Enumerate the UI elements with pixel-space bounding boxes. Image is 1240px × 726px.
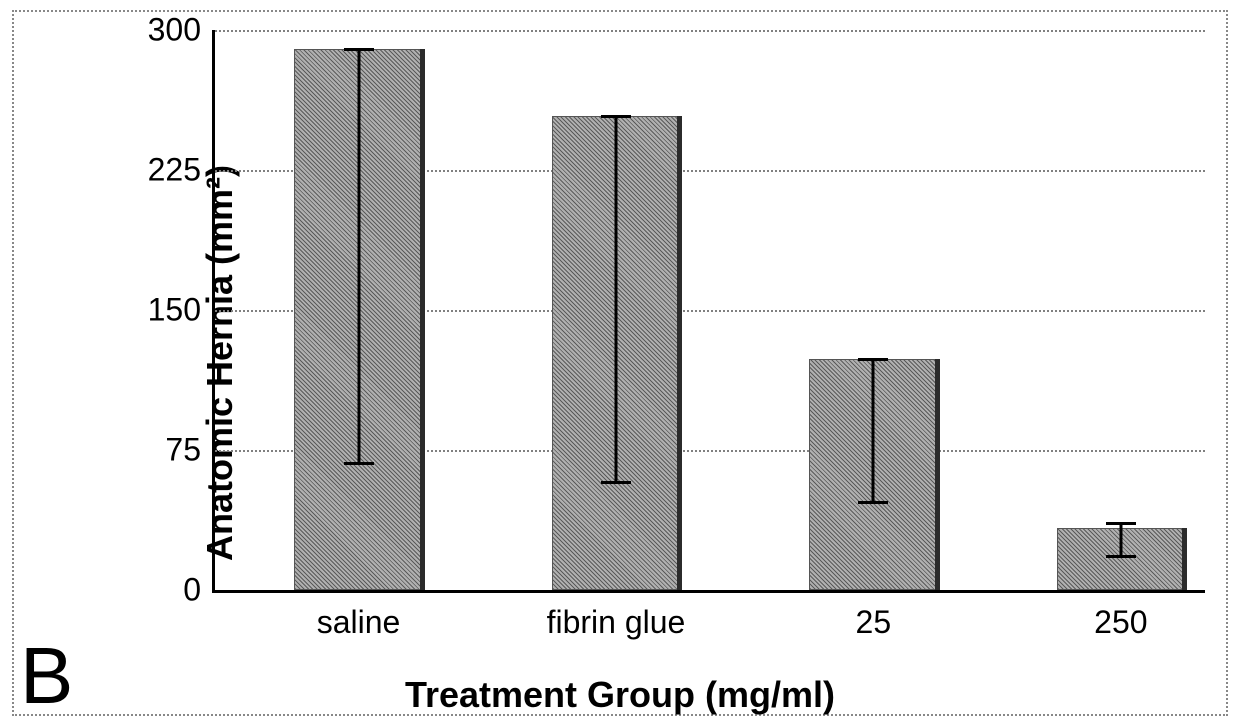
bar-250 <box>1057 30 1186 590</box>
y-tick-label: 225 <box>148 152 201 189</box>
error-bar <box>357 49 360 463</box>
error-cap-top <box>344 48 374 51</box>
error-cap-bottom <box>1106 555 1136 558</box>
figure-frame: B Anatomic Hernia (mm²) Treatment Group … <box>12 10 1228 716</box>
y-tick-label: 0 <box>183 572 201 609</box>
error-bar <box>614 116 617 482</box>
error-bar <box>1119 523 1122 557</box>
error-cap-bottom <box>601 481 631 484</box>
bar-right-edge <box>935 359 940 590</box>
error-cap-top <box>601 115 631 118</box>
bar-right-edge <box>677 116 682 590</box>
bar-fibrin-glue <box>552 30 681 590</box>
y-tick-label: 75 <box>165 432 201 469</box>
error-cap-top <box>1106 522 1136 525</box>
error-cap-top <box>858 358 888 361</box>
error-cap-bottom <box>858 501 888 504</box>
bar-25 <box>809 30 938 590</box>
x-axis-title: Treatment Group (mg/ml) <box>12 674 1228 716</box>
y-tick-label: 150 <box>148 292 201 329</box>
plot-area: 075150225300salinefibrin glue25250 <box>212 30 1205 593</box>
x-tick-label: saline <box>317 604 401 641</box>
x-tick-label: 25 <box>856 604 892 641</box>
x-tick-label: 250 <box>1094 604 1147 641</box>
error-bar <box>872 359 875 503</box>
error-cap-bottom <box>344 462 374 465</box>
bar-right-edge <box>420 49 425 590</box>
y-tick-label: 300 <box>148 12 201 49</box>
bar-saline <box>294 30 423 590</box>
x-tick-label: fibrin glue <box>547 604 686 641</box>
bar-right-edge <box>1182 528 1187 590</box>
